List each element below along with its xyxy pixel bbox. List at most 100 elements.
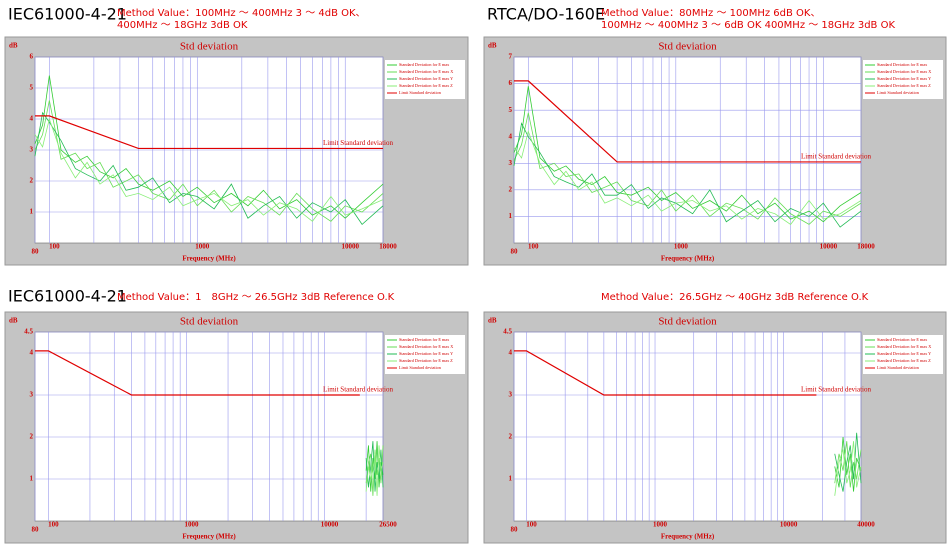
y-tick-label: 3 xyxy=(509,391,513,399)
series-line xyxy=(513,122,862,228)
legend-label: Limit Standard deviation xyxy=(877,90,920,95)
y-tick-label: 3 xyxy=(30,391,34,399)
plot-area xyxy=(34,331,384,522)
legend-box xyxy=(385,60,465,99)
y-tick-label: 6 xyxy=(509,79,513,87)
y-axis-label: dB xyxy=(9,317,18,325)
legend-label: Standard Deviation for E max xyxy=(399,337,450,342)
series-line xyxy=(34,100,384,222)
x-tick-label: 80 xyxy=(32,526,40,534)
x-tick-label: 1000 xyxy=(653,521,668,529)
legend-label: Limit Standard deviation xyxy=(399,365,442,370)
series-line xyxy=(834,441,862,496)
y-axis-label: dB xyxy=(9,42,18,50)
legend-label: Standard Deviation for E max Z xyxy=(877,83,931,88)
limit-line xyxy=(35,115,383,150)
x-tick-label: 10000 xyxy=(341,243,359,251)
x-tick-label: 80 xyxy=(511,248,519,256)
y-tick-label: 5 xyxy=(30,84,34,92)
series-line xyxy=(834,432,862,492)
series-line xyxy=(513,130,862,225)
legend-label: Standard Deviation for E max Z xyxy=(399,358,453,363)
legend-label: Standard Deviation for E max Z xyxy=(399,83,453,88)
method-note: Method Value：26.5GHz ～ 40GHz 3dB Referen… xyxy=(601,292,869,303)
y-tick-label: 4 xyxy=(509,349,513,357)
y-tick-label: 4 xyxy=(30,349,34,357)
panel-heading: IEC61000-4-21 xyxy=(8,287,127,306)
x-tick-label: 26500 xyxy=(379,521,397,529)
y-tick-label: 2 xyxy=(30,177,34,185)
y-axis-label: dB xyxy=(488,42,497,50)
method-note: Method Value：100MHz ～ 400MHz 3 ～ 4dB OK、 xyxy=(117,8,366,19)
x-tick-label: 100 xyxy=(49,243,60,251)
series-line xyxy=(365,445,384,496)
panel-heading: IEC61000-4-21 xyxy=(8,5,127,24)
chart-panel: Std deviation dB Frequency (MHz) 80 100 1000 1… xyxy=(483,36,947,266)
chart-panel: Std deviation dB Frequency (MHz) 80 100 1000 1… xyxy=(4,311,469,544)
x-tick-label: 80 xyxy=(32,248,40,256)
plot-area xyxy=(513,56,862,244)
x-tick-label: 18000 xyxy=(857,243,875,251)
y-tick-label: 6 xyxy=(30,53,34,61)
y-tick-label: 1 xyxy=(509,475,513,483)
y-tick-label: 4.5 xyxy=(503,328,512,336)
y-tick-label: 2 xyxy=(509,433,513,441)
legend-label: Standard Deviation for E max Y xyxy=(399,76,453,81)
x-tick-label: 100 xyxy=(48,521,59,529)
x-tick-label: 1000 xyxy=(184,521,199,529)
legend-label: Standard Deviation for E max X xyxy=(877,344,931,349)
y-tick-label: 1 xyxy=(509,212,513,220)
y-tick-label: 1 xyxy=(30,208,34,216)
x-tick-label: 40000 xyxy=(857,521,875,529)
y-tick-label: 2 xyxy=(509,185,513,193)
x-axis-label: Frequency (MHz) xyxy=(182,255,236,263)
x-tick-label: 80 xyxy=(511,526,519,534)
method-note: 400MHz ～ 18GHz 3dB OK xyxy=(117,20,248,31)
x-axis-label: Frequency (MHz) xyxy=(661,255,715,263)
y-tick-label: 3 xyxy=(30,146,34,154)
y-tick-label: 4 xyxy=(30,115,34,123)
series-line xyxy=(513,112,862,225)
legend-box xyxy=(863,335,943,374)
y-tick-label: 4 xyxy=(509,132,513,140)
legend-label: Standard Deviation for E max Y xyxy=(877,76,931,81)
chart-title: Std deviation xyxy=(658,41,717,53)
series-line xyxy=(34,111,384,226)
legend-label: Standard Deviation for E max X xyxy=(877,69,931,74)
y-tick-label: 3 xyxy=(509,159,513,167)
limit-line xyxy=(514,350,817,396)
y-tick-label: 7 xyxy=(509,53,513,61)
series-line xyxy=(513,86,862,223)
legend-label: Limit Standard deviation xyxy=(399,90,442,95)
legend-label: Standard Deviation for E max X xyxy=(399,344,453,349)
chart-title: Std deviation xyxy=(180,316,239,328)
limit-annotation: Limit Standard deviation xyxy=(323,139,393,147)
x-tick-label: 10000 xyxy=(820,243,838,251)
method-note: Method Value：80MHz ～ 100MHz 6dB OK、 xyxy=(601,8,820,19)
series-line xyxy=(34,117,384,222)
legend-label: Standard Deviation for E max xyxy=(877,337,928,342)
x-axis-label: Frequency (MHz) xyxy=(661,533,715,541)
chart-title: Std deviation xyxy=(180,41,239,53)
x-tick-label: 10000 xyxy=(321,521,339,529)
legend-label: Standard Deviation for E max xyxy=(877,62,928,67)
legend-label: Standard Deviation for E max Y xyxy=(399,351,453,356)
plot-area xyxy=(513,331,862,522)
legend-label: Standard Deviation for E max xyxy=(399,62,450,67)
x-axis-label: Frequency (MHz) xyxy=(182,533,236,541)
x-tick-label: 100 xyxy=(526,521,537,529)
method-note: 100MHz ～ 400MHz 3 ～ 6dB OK 400MHz ～ 18GH… xyxy=(601,20,895,31)
method-note: Method Value：1 8GHz ～ 26.5GHz 3dB Refere… xyxy=(117,292,395,303)
chart-panel: Std deviation dB Frequency (MHz) 80 100 1000 1… xyxy=(483,311,947,544)
limit-annotation: Limit Standard deviation xyxy=(801,153,871,161)
legend-label: Standard Deviation for E max X xyxy=(399,69,453,74)
x-tick-label: 1000 xyxy=(674,243,689,251)
y-tick-label: 2 xyxy=(30,433,34,441)
limit-line xyxy=(35,350,360,396)
x-tick-label: 100 xyxy=(528,243,539,251)
y-tick-label: 5 xyxy=(509,106,513,114)
y-tick-label: 1 xyxy=(30,475,34,483)
legend-label: Standard Deviation for E max Y xyxy=(877,351,931,356)
legend-label: Standard Deviation for E max Z xyxy=(877,358,931,363)
